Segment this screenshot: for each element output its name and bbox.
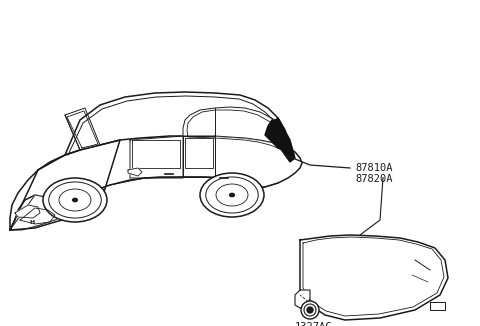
Ellipse shape — [206, 177, 258, 213]
Ellipse shape — [72, 198, 77, 202]
Circle shape — [304, 304, 316, 316]
Polygon shape — [10, 136, 302, 230]
Polygon shape — [65, 108, 100, 150]
Polygon shape — [295, 290, 310, 308]
Polygon shape — [10, 195, 75, 230]
Polygon shape — [10, 140, 120, 230]
Ellipse shape — [43, 178, 107, 222]
Ellipse shape — [216, 184, 248, 206]
Polygon shape — [300, 235, 448, 320]
Ellipse shape — [200, 173, 264, 217]
Polygon shape — [128, 168, 142, 176]
Ellipse shape — [229, 193, 234, 197]
Ellipse shape — [59, 189, 91, 211]
Polygon shape — [430, 302, 445, 310]
Text: 87820A: 87820A — [355, 174, 393, 184]
Polygon shape — [270, 118, 295, 162]
Text: 87810A: 87810A — [355, 163, 393, 173]
Polygon shape — [265, 120, 288, 152]
Ellipse shape — [49, 182, 101, 218]
Circle shape — [301, 301, 319, 319]
Polygon shape — [132, 140, 180, 168]
Text: H: H — [29, 219, 35, 225]
Polygon shape — [183, 107, 288, 147]
Polygon shape — [15, 205, 40, 218]
Text: 1327AC: 1327AC — [294, 322, 332, 326]
Circle shape — [307, 307, 313, 313]
Polygon shape — [185, 138, 213, 168]
